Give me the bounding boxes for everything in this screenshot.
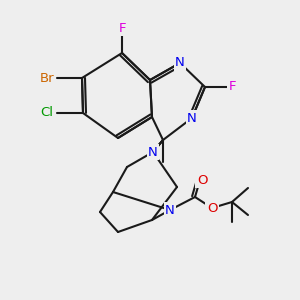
Text: Br: Br: [40, 71, 54, 85]
Text: Cl: Cl: [40, 106, 53, 119]
Text: N: N: [165, 203, 175, 217]
Text: F: F: [118, 22, 126, 34]
Text: O: O: [197, 173, 207, 187]
Text: N: N: [175, 56, 185, 70]
Text: N: N: [148, 146, 158, 158]
Text: N: N: [187, 112, 197, 124]
Text: F: F: [228, 80, 236, 94]
Text: O: O: [207, 202, 217, 214]
